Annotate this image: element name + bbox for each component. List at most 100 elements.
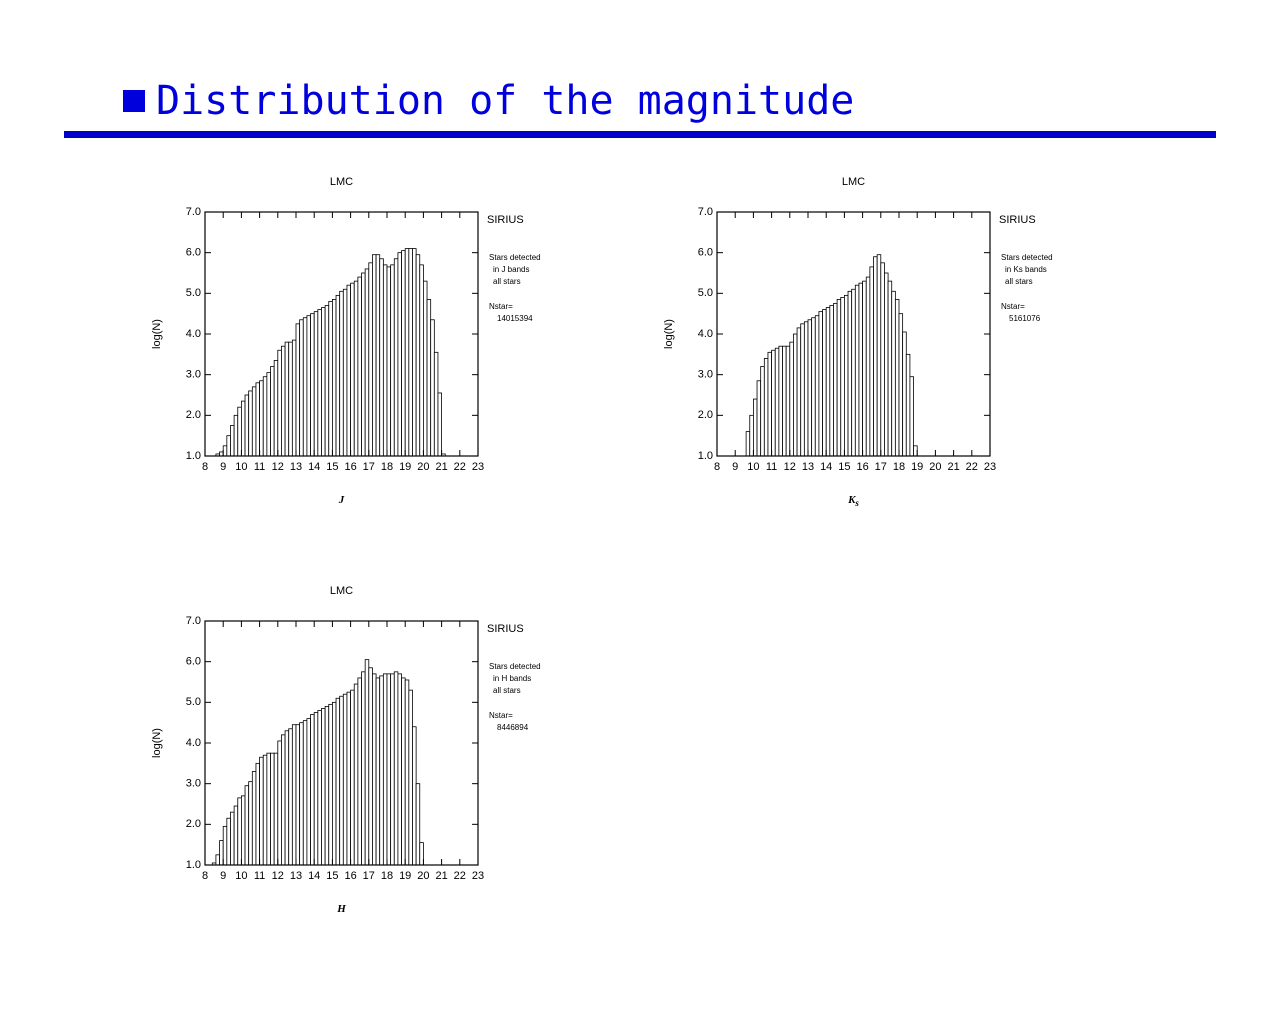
bar [237,797,242,866]
x-axis-label-main: H [336,903,346,915]
chart-title: LMC [842,176,865,188]
x-tick-label: 12 [272,461,284,473]
bar [219,451,224,457]
x-tick-label: 19 [399,870,411,882]
x-tick-label: 20 [417,870,429,882]
note: Stars detected [1001,253,1053,262]
bar [313,712,319,866]
bar [251,771,257,866]
y-tick-label: 1.0 [186,450,201,462]
bar [433,351,439,457]
bar [248,390,253,457]
x-tick-label: 13 [290,870,302,882]
bar [233,805,239,866]
bar [346,284,351,457]
bar [745,431,751,457]
nstar-label: Nstar= [489,711,513,720]
x-tick-label: 22 [454,461,466,473]
bar [321,307,326,457]
bar [833,303,838,457]
bar [844,294,849,457]
bar [353,683,359,866]
bar [368,667,373,866]
x-tick-label: 21 [947,461,959,473]
bar [244,394,250,457]
bar [793,333,798,457]
bar [262,376,268,457]
bar [291,339,297,457]
x-tick-label: 10 [235,461,247,473]
y-tick-label: 3.0 [186,778,201,790]
bar [372,673,377,866]
nstar-value: 5161076 [1009,314,1041,323]
y-tick-label: 6.0 [186,656,201,668]
bar [390,673,395,866]
bar [800,323,805,457]
x-tick-label: 17 [363,870,375,882]
bar [306,718,311,866]
bar [288,728,293,866]
bar [288,341,293,457]
bar [771,349,776,457]
bar [796,327,802,457]
x-tick-label: 9 [732,461,738,473]
y-tick-label: 6.0 [698,247,713,259]
bar [415,783,421,866]
bar [299,722,304,866]
bar [240,795,246,866]
x-tick-label: 22 [454,870,466,882]
note: in Ks bands [1005,265,1047,274]
note: all stars [493,686,521,695]
y-tick-label: 1.0 [186,859,201,871]
nstar-label: Nstar= [1001,302,1025,311]
x-axis-label: Ks [847,494,859,509]
x-tick-label: 23 [984,461,996,473]
bar [219,840,224,866]
bar [419,264,424,457]
bar [361,671,366,866]
bar [295,724,301,866]
x-axis-label-main: K [847,494,856,506]
y-tick-label: 3.0 [698,369,713,381]
bar [412,726,417,866]
bar [404,248,410,457]
bar [331,701,337,866]
bar [905,353,911,457]
note: in J bands [493,265,529,274]
bar [822,309,827,457]
bar [426,299,432,457]
bar [339,695,344,866]
bar [854,284,860,457]
bar [873,256,878,457]
bar [299,319,304,457]
bar [321,708,326,866]
bar [785,345,791,457]
bar [419,842,424,866]
note: Stars detected [489,662,541,671]
x-tick-label: 14 [308,461,320,473]
bar [273,752,279,866]
x-tick-label: 18 [381,870,393,882]
x-tick-label: 14 [308,870,320,882]
bar [335,697,341,866]
bar [894,299,900,457]
x-tick-label: 14 [820,461,832,473]
bar [357,677,362,866]
source-label: SIRIUS [487,214,524,226]
y-tick-label: 7.0 [186,615,201,627]
nstar-label: Nstar= [489,302,513,311]
x-tick-label: 13 [290,461,302,473]
bar [422,280,428,457]
bar [372,254,377,457]
y-tick-label: 2.0 [698,409,713,421]
bar [858,282,864,457]
bar [230,425,235,457]
x-tick-label: 16 [344,870,356,882]
x-tick-label: 8 [714,461,720,473]
y-tick-label: 5.0 [186,287,201,299]
bar [763,357,769,457]
x-tick-label: 23 [472,870,484,882]
bar [430,319,435,457]
